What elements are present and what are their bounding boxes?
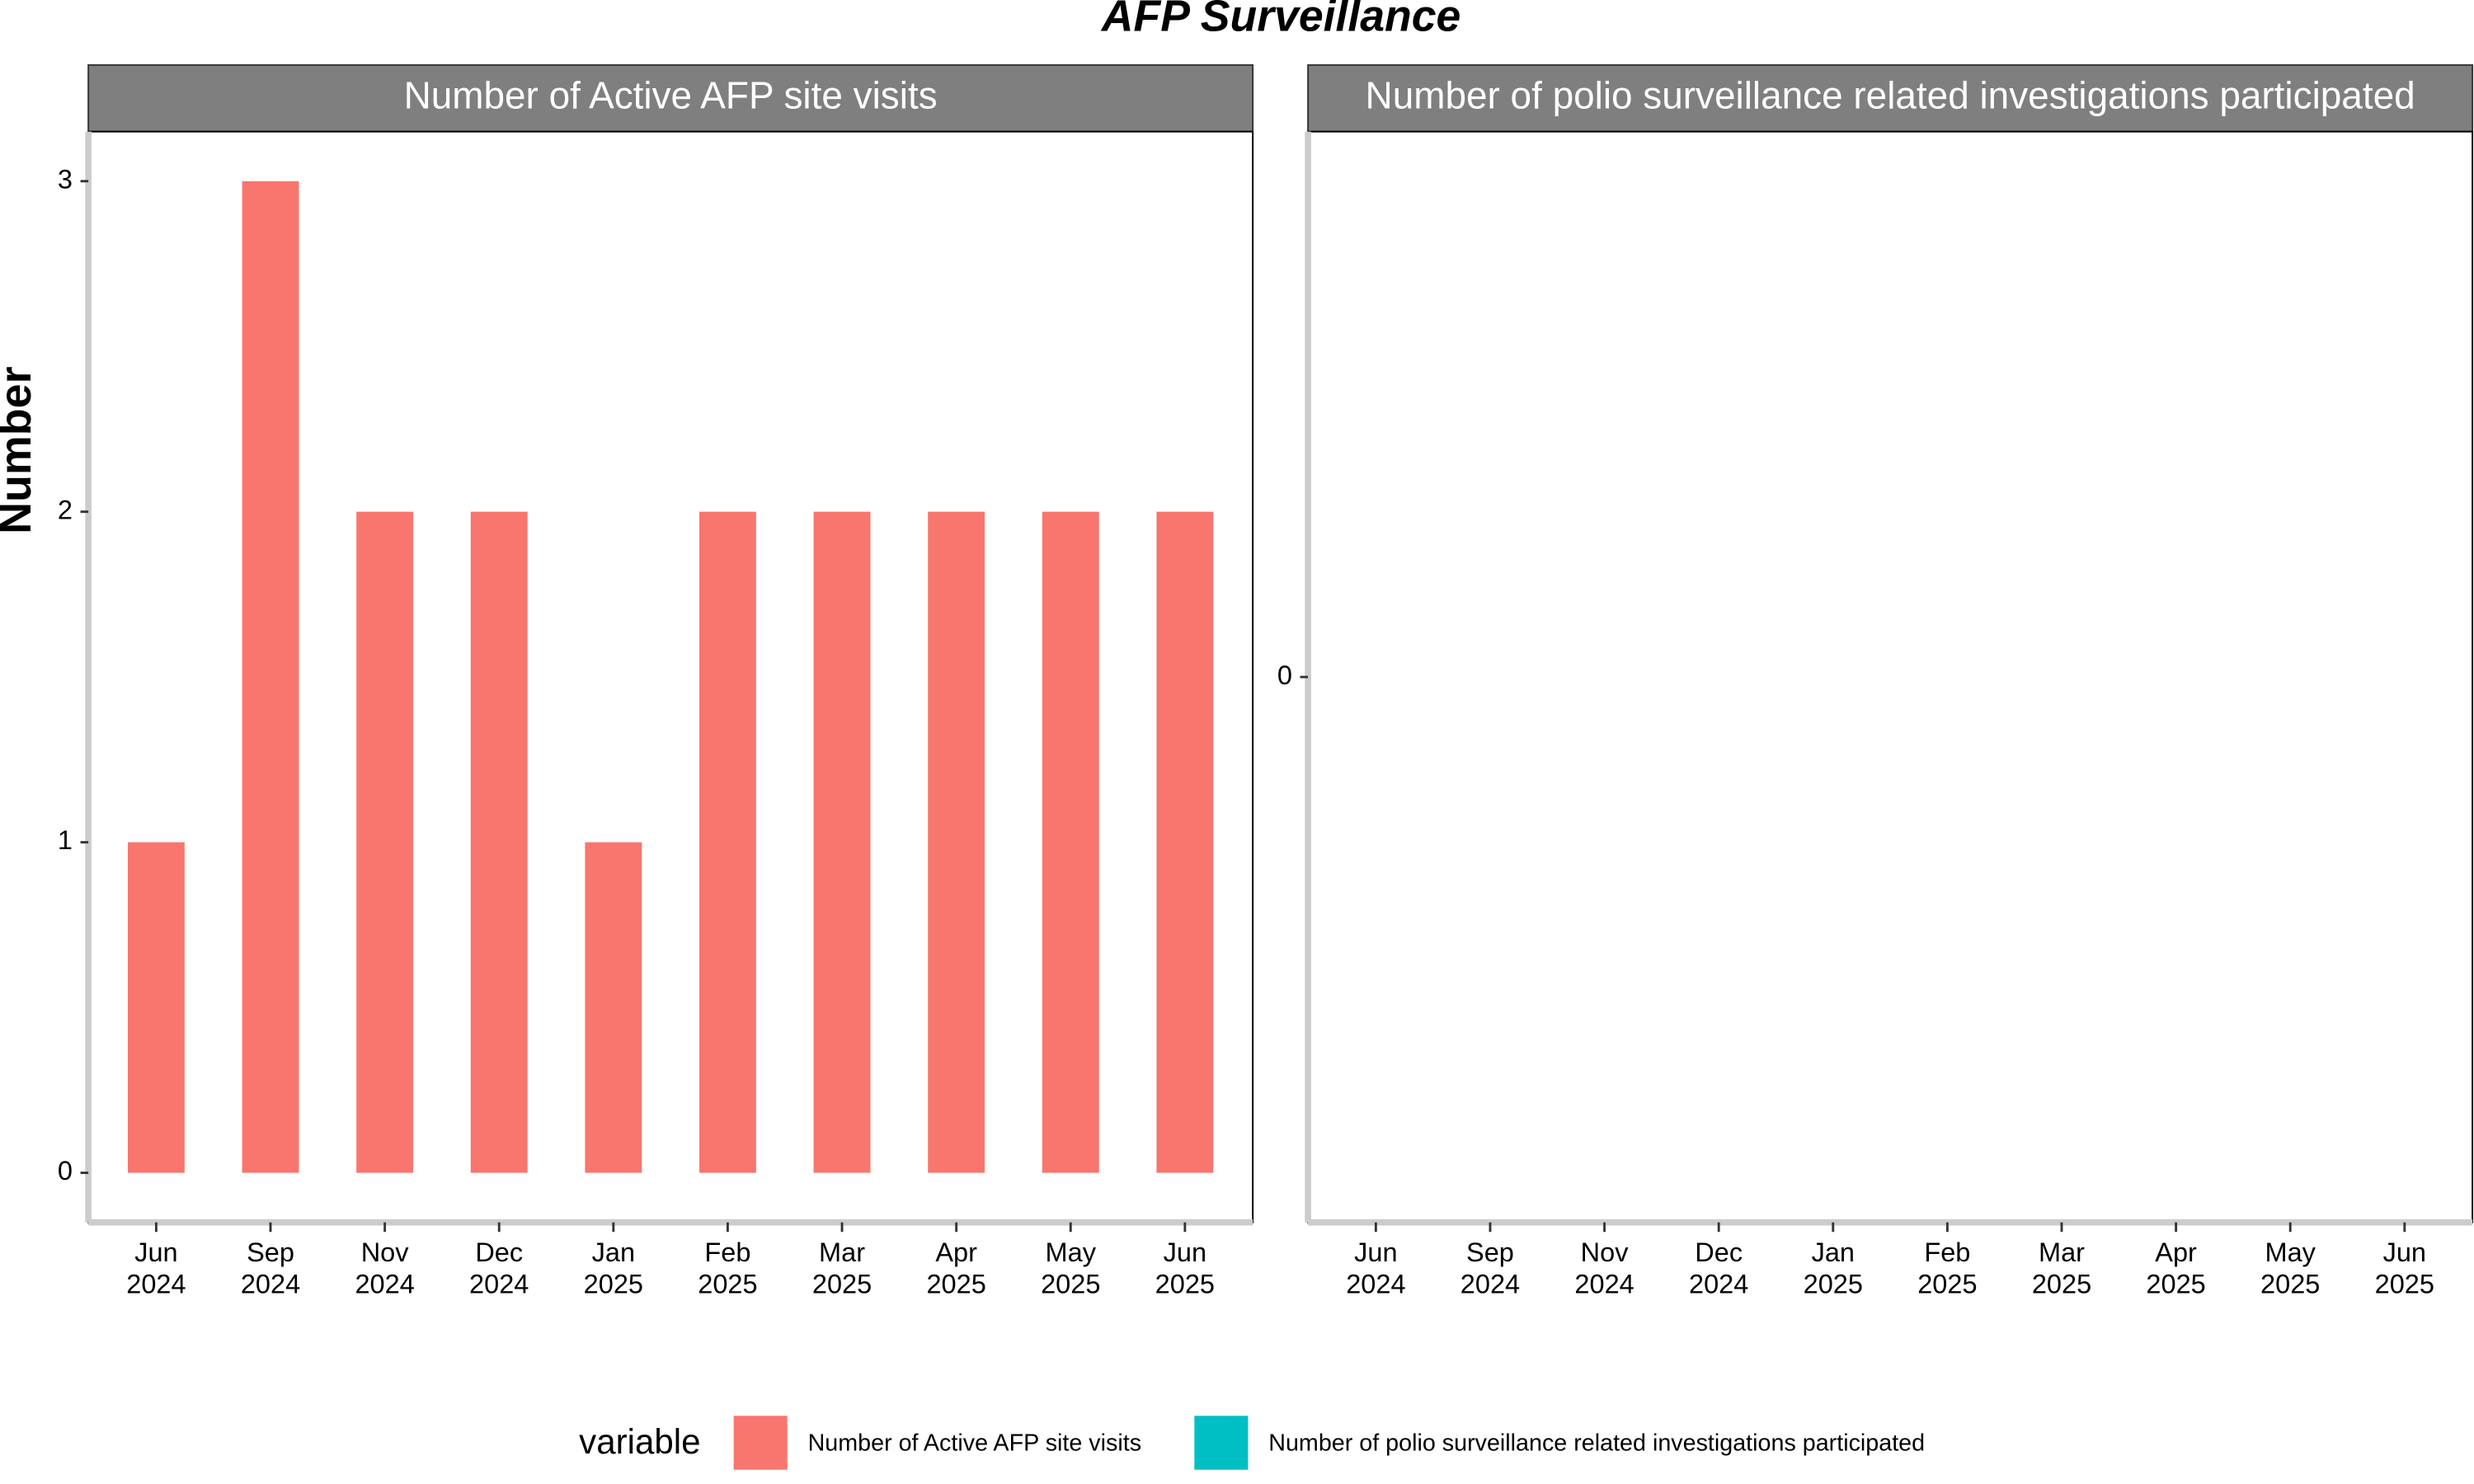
y-tick-label: 2 xyxy=(58,494,73,524)
x-tick-label: Sep 2024 xyxy=(1460,1237,1520,1299)
bar xyxy=(699,511,756,1173)
legend-key xyxy=(733,1416,788,1470)
x-tick-label: Jun 2024 xyxy=(1346,1237,1405,1299)
strip-title: Number of Active AFP site visits xyxy=(404,73,938,116)
y-axis-label: Number xyxy=(0,366,40,533)
x-tick-label: May 2025 xyxy=(2260,1237,2320,1299)
legend-label: Number of polio surveillance related inv… xyxy=(1268,1430,1925,1456)
x-tick-label: Feb 2025 xyxy=(1917,1237,1977,1299)
strip xyxy=(1307,63,2474,133)
x-tick-label: Jun 2025 xyxy=(1155,1237,1215,1299)
x-tick-label: Dec 2024 xyxy=(469,1237,529,1299)
chart-title: AFP Surveillance xyxy=(1100,0,1461,40)
legend-label: Number of Active AFP site visits xyxy=(808,1430,1141,1456)
x-tick-label: Sep 2024 xyxy=(241,1237,300,1299)
x-tick-label: May 2025 xyxy=(1041,1237,1100,1299)
bar xyxy=(470,511,528,1173)
y-tick-label: 0 xyxy=(58,1155,73,1186)
y-tick-label: 1 xyxy=(58,824,73,855)
x-tick-label: Nov 2024 xyxy=(355,1237,414,1299)
x-tick-label: Mar 2025 xyxy=(812,1237,872,1299)
x-tick-label: Feb 2025 xyxy=(698,1237,757,1299)
legend-key xyxy=(1194,1416,1249,1470)
x-tick-label: Apr 2025 xyxy=(2146,1237,2205,1299)
bar xyxy=(1042,511,1099,1173)
bar xyxy=(127,842,185,1173)
bar xyxy=(813,511,871,1173)
y-tick-label: 0 xyxy=(1277,660,1292,690)
y-tick-label: 3 xyxy=(58,163,73,194)
x-tick-label: Dec 2024 xyxy=(1689,1237,1748,1299)
x-tick-label: Jan 2025 xyxy=(584,1237,643,1299)
panel xyxy=(1307,130,2474,1223)
x-tick-label: Apr 2025 xyxy=(926,1237,985,1299)
legend-title: variable xyxy=(579,1422,700,1461)
bar xyxy=(242,181,299,1173)
bar xyxy=(356,511,414,1173)
x-tick-label: Jun 2024 xyxy=(126,1237,186,1299)
strip xyxy=(87,63,1254,133)
x-tick-label: Nov 2024 xyxy=(1574,1237,1634,1299)
bar xyxy=(585,842,642,1173)
bar xyxy=(1156,511,1214,1173)
x-tick-label: Jun 2025 xyxy=(2375,1237,2434,1299)
bar xyxy=(928,511,985,1173)
x-tick-label: Jan 2025 xyxy=(1804,1237,1863,1299)
strip-title: Number of polio surveillance related inv… xyxy=(1366,73,2415,116)
x-tick-label: Mar 2025 xyxy=(2032,1237,2091,1299)
